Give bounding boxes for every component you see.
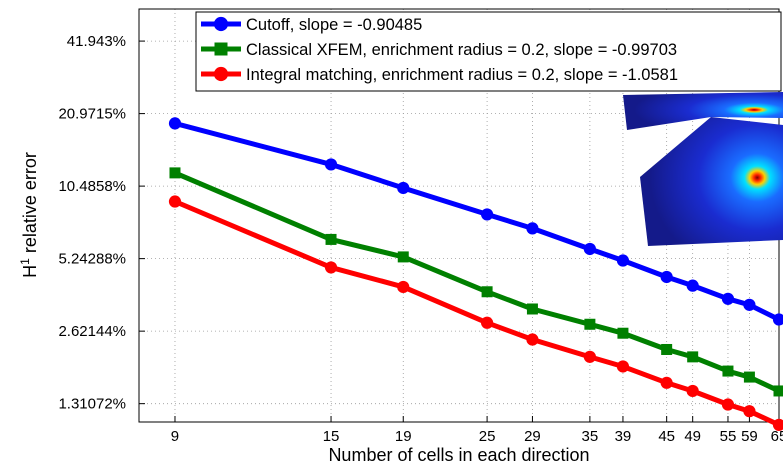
legend-marker [214, 42, 228, 56]
data-point [480, 208, 494, 221]
data-point [583, 242, 596, 256]
data-point [616, 254, 630, 267]
data-point [324, 261, 338, 274]
legend-marker [213, 16, 229, 32]
x-tick-label: 29 [524, 428, 541, 445]
data-point [661, 343, 673, 355]
data-point [397, 251, 409, 263]
legend-label: Cutoff, slope = -0.90485 [246, 16, 422, 34]
data-point [324, 158, 338, 171]
data-point [480, 316, 494, 329]
data-point [325, 233, 337, 245]
data-point [721, 292, 735, 305]
y-axis-label-superscript: 1 [18, 258, 32, 265]
data-point [526, 303, 538, 315]
data-point [721, 398, 735, 411]
data-point [743, 298, 756, 311]
data-point [660, 376, 673, 389]
x-tick-label: 19 [395, 428, 412, 445]
data-point [660, 270, 673, 284]
data-point [743, 405, 756, 418]
y-tick-label: 10.4858% [58, 178, 126, 195]
data-point [481, 286, 493, 298]
data-point [687, 351, 699, 363]
y-axis-label-rest: relative error [20, 152, 40, 258]
data-point [772, 313, 783, 326]
data-point [169, 167, 181, 179]
x-tick-label: 39 [615, 428, 632, 445]
x-tick-label: 35 [582, 428, 599, 445]
x-tick-label: 65 [771, 428, 783, 445]
x-tick-label: 49 [684, 428, 701, 445]
data-point [526, 333, 539, 346]
y-tick-label: 41.943% [67, 33, 126, 50]
series-3 [168, 195, 783, 431]
series-1 [168, 117, 783, 326]
data-point [772, 418, 783, 431]
y-axis-label: H1 relative error [18, 152, 40, 278]
data-point [617, 327, 629, 339]
x-axis-label: Number of cells in each direction [328, 445, 589, 465]
data-point [773, 385, 783, 397]
legend-entry: Integral matching, enrichment radius = 0… [201, 66, 678, 84]
x-tick-label: 59 [741, 428, 758, 445]
data-point [168, 117, 182, 130]
data-point [743, 371, 755, 383]
legend-box [195, 11, 782, 92]
data-point [722, 365, 734, 377]
data-point [686, 279, 699, 292]
x-tick-label: 15 [323, 428, 340, 445]
legend-marker [213, 66, 229, 82]
x-tick-label: 55 [720, 428, 737, 445]
data-point [583, 350, 596, 363]
y-tick-label: 20.9715% [58, 106, 126, 123]
data-point [686, 384, 699, 398]
data-point [526, 222, 539, 235]
data-series [168, 117, 783, 431]
y-axis-label-main: H [20, 265, 40, 278]
y-tick-label: 2.62144% [58, 323, 126, 340]
data-point [616, 360, 630, 373]
legend: Cutoff, slope = -0.90485 Classical XFEM, … [195, 11, 782, 92]
data-point [397, 181, 410, 195]
data-point [168, 195, 182, 208]
legend-label: Classical XFEM, enrichment radius = 0.2,… [246, 41, 677, 59]
x-tick-label: 25 [479, 428, 496, 445]
data-point [397, 280, 410, 294]
series-2 [169, 167, 783, 397]
legend-entry: Cutoff, slope = -0.90485 [201, 16, 422, 34]
data-point [584, 318, 596, 330]
y-tick-label: 1.31072% [58, 396, 126, 413]
x-tick-label: 9 [171, 428, 179, 445]
x-tick-label: 45 [658, 428, 675, 445]
y-tick-label: 5.24288% [58, 251, 126, 268]
legend-entry: Classical XFEM, enrichment radius = 0.2,… [201, 41, 677, 59]
crack-field-inset-image [623, 92, 783, 246]
legend-label: Integral matching, enrichment radius = 0… [246, 66, 678, 84]
